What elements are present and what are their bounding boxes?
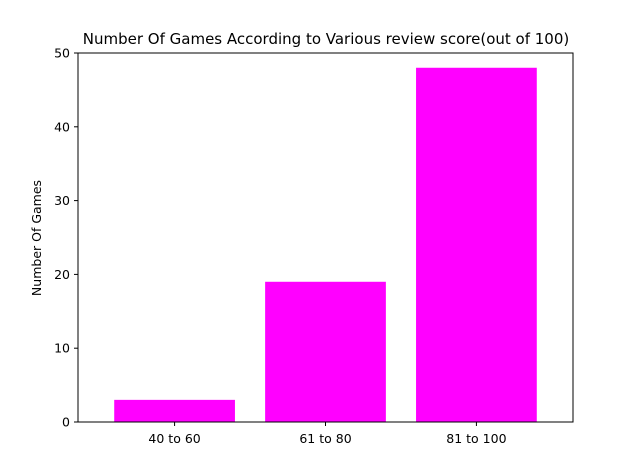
y-axis-label: Number Of Games [29, 180, 44, 296]
x-tick-label: 40 to 60 [148, 431, 200, 446]
chart-title: Number Of Games According to Various rev… [83, 30, 569, 48]
y-tick-label: 0 [62, 415, 70, 430]
y-tick-label: 40 [54, 119, 70, 134]
bar-61-to-80 [265, 281, 386, 422]
bar-81-to-100 [416, 67, 537, 422]
x-tick-label: 81 to 100 [446, 431, 506, 446]
x-tick-label: 61 to 80 [299, 431, 351, 446]
x-axis-ticks: 40 to 60 61 to 80 81 to 100 [148, 422, 507, 446]
plot-frame [77, 52, 574, 423]
bar-40-to-60 [114, 399, 235, 422]
y-tick-label: 10 [54, 341, 70, 356]
bars-group [114, 67, 537, 422]
y-tick-label: 20 [54, 267, 70, 282]
y-tick-label: 50 [54, 46, 70, 61]
y-tick-label: 30 [54, 193, 70, 208]
y-axis-ticks: 0 10 20 30 40 50 [54, 46, 78, 430]
